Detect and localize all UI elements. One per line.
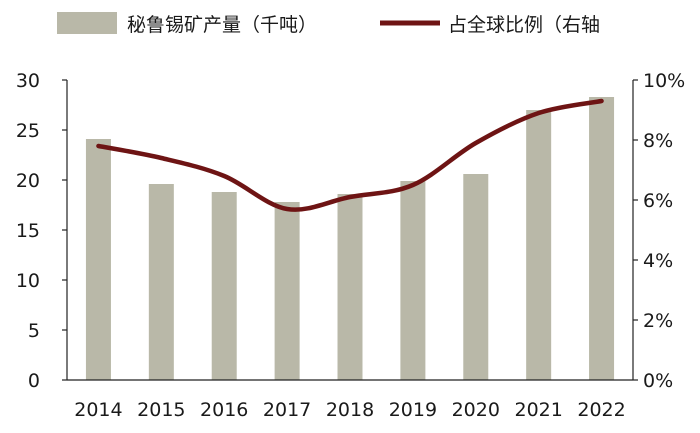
- left-tick-label: 20: [16, 170, 40, 192]
- left-tick-label: 0: [28, 370, 40, 392]
- line-point-2020: [475, 142, 477, 144]
- bar-2021: [526, 110, 552, 380]
- left-tick-label: 25: [16, 120, 40, 142]
- share-line: [96, 98, 604, 212]
- right-tick-label: 10%: [643, 70, 685, 92]
- left-tick-label: 5: [28, 320, 40, 342]
- right-tick-label: 8%: [643, 130, 673, 152]
- x-tick-label: 2022: [577, 399, 625, 421]
- right-tick-label: 2%: [643, 310, 673, 332]
- line-point-2016: [223, 175, 225, 177]
- left-tick-label: 30: [16, 70, 40, 92]
- x-tick-label: 2019: [389, 399, 437, 421]
- x-tick-label: 2017: [263, 399, 311, 421]
- bar-2020: [463, 174, 489, 380]
- line-point-2018: [349, 196, 351, 198]
- line-point-2022: [601, 100, 603, 102]
- line-point-2019: [412, 184, 414, 186]
- right-tick-label: 0%: [643, 370, 673, 392]
- bar-2019: [400, 181, 426, 380]
- x-tick-label: 2021: [514, 399, 562, 421]
- line-series: [96, 98, 604, 212]
- x-tick-label: 2018: [326, 399, 374, 421]
- legend-line-label: 占全球比例（右轴: [448, 14, 600, 36]
- bar-2017: [274, 202, 300, 380]
- left-tick-label: 15: [16, 220, 40, 242]
- x-tick-label: 2020: [452, 399, 500, 421]
- legend: 秘鲁锡矿产量（千吨） 占全球比例（右轴: [57, 12, 600, 36]
- line-point-2015: [160, 157, 162, 159]
- axes: 0 5 10 15 20 25 30 0% 2% 4% 6% 8% 10% 2014 2015 2016 201…: [16, 70, 685, 421]
- bar-2014: [85, 139, 111, 380]
- right-tick-label: 6%: [643, 190, 673, 212]
- legend-bar-swatch: [57, 12, 117, 34]
- bar-2016: [211, 192, 237, 380]
- bar-series: [85, 97, 615, 380]
- right-tick-label: 4%: [643, 250, 673, 272]
- x-tick-label: 2014: [74, 399, 122, 421]
- legend-bar-label: 秘鲁锡矿产量（千吨）: [127, 14, 317, 36]
- line-point-2021: [538, 112, 540, 114]
- left-tick-label: 10: [16, 270, 40, 292]
- x-tick-label: 2016: [200, 399, 248, 421]
- bar-2022: [589, 97, 615, 380]
- x-tick-label: 2015: [137, 399, 185, 421]
- line-point-2017: [286, 208, 288, 210]
- bar-2015: [148, 184, 174, 380]
- line-point-2014: [97, 145, 99, 147]
- bar-2018: [337, 194, 363, 380]
